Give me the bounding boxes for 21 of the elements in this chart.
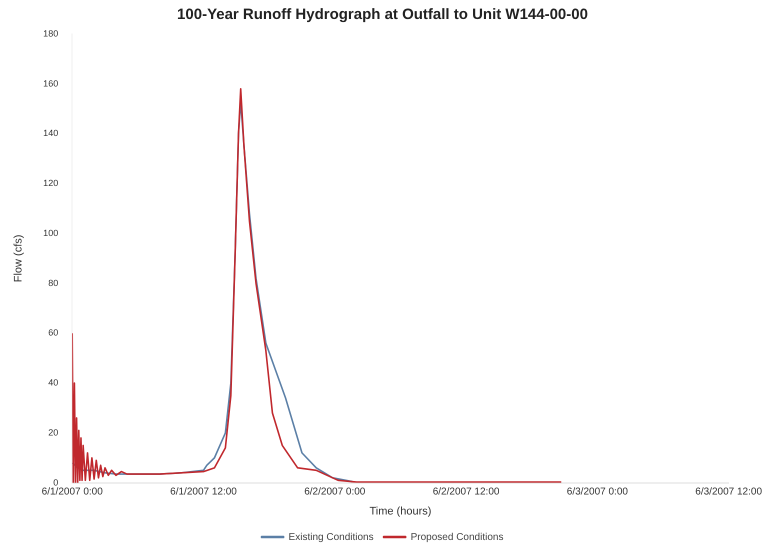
x-tick-label: 6/1/2007 0:00 bbox=[42, 486, 104, 498]
y-tick-label: 140 bbox=[43, 128, 58, 138]
y-axis-title: Flow (cfs) bbox=[12, 234, 25, 282]
y-tick-label: 180 bbox=[43, 28, 58, 38]
x-tick-label: 6/3/2007 12:00 bbox=[695, 486, 762, 498]
legend-label: Proposed Conditions bbox=[410, 532, 504, 543]
y-tick-label: 160 bbox=[43, 78, 58, 88]
x-tick-label: 6/1/2007 12:00 bbox=[170, 486, 238, 498]
legend-label: Existing Conditions bbox=[288, 532, 374, 543]
y-tick-label: 120 bbox=[43, 178, 58, 188]
x-tick-label: 6/3/2007 0:00 bbox=[566, 486, 628, 498]
y-tick-label: 40 bbox=[48, 378, 58, 388]
chart-title: 100-Year Runoff Hydrograph at Outfall to Unit W144-00-00 bbox=[177, 6, 588, 24]
x-tick-label: 6/2/2007 0:00 bbox=[304, 486, 366, 498]
y-tick-label: 20 bbox=[48, 427, 58, 438]
y-tick-label: 0 bbox=[53, 477, 58, 488]
y-tick-label: 100 bbox=[43, 228, 58, 238]
y-tick-label: 80 bbox=[48, 278, 58, 288]
x-tick-label: 6/2/2007 12:00 bbox=[432, 486, 500, 498]
y-tick-label: 60 bbox=[48, 328, 58, 338]
x-axis-title: Time (hours) bbox=[369, 505, 432, 518]
